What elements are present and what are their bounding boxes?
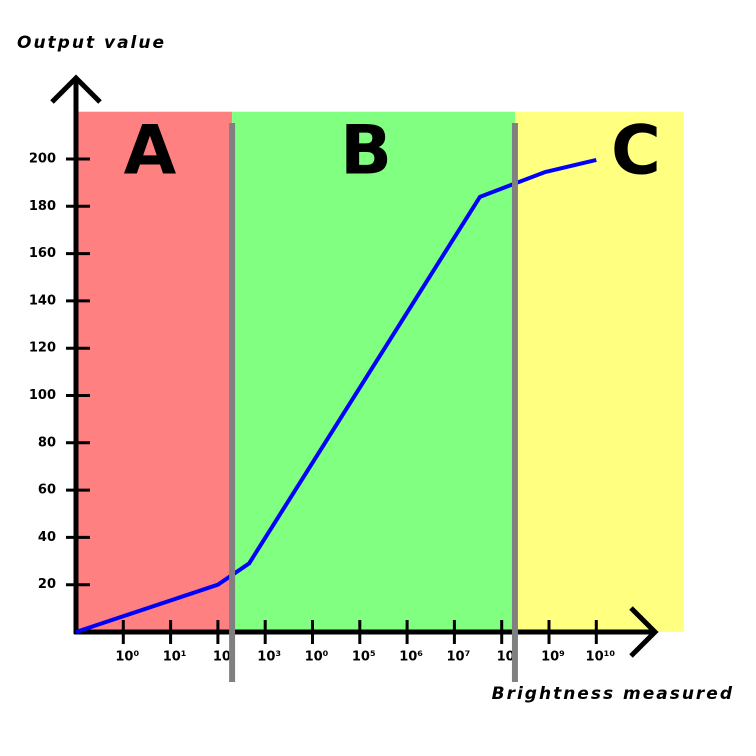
x-tick-label: 10¹: [163, 650, 187, 665]
regions: [76, 111, 684, 632]
x-tick-label: 10⁰: [305, 650, 329, 665]
x-tick-label: 10⁰: [115, 650, 139, 665]
y-axis-label: Output value: [17, 33, 166, 53]
x-axis-label: Brightness measured: [492, 684, 734, 704]
x-tick-label: 10⁶: [399, 650, 423, 665]
x-tick-label: 10: [497, 650, 515, 665]
y-tick-label: 60: [38, 483, 56, 498]
line: [75, 157, 597, 634]
y-tick-label: 160: [29, 246, 56, 261]
y-tick-label: 100: [29, 388, 56, 403]
region: [76, 111, 233, 632]
y-arrow: [50, 74, 102, 104]
y-tick-label: 80: [38, 435, 56, 450]
x-tick-label: 10⁵: [352, 650, 376, 665]
y-tick-label: 200: [29, 152, 56, 167]
x-tick-label: 10⁹: [541, 650, 565, 665]
region-label: B: [340, 112, 392, 191]
x-arrow: [629, 606, 659, 658]
x-tick-label: 10³: [257, 650, 281, 665]
x-tick-label: 10: [213, 650, 231, 665]
region-label: A: [124, 112, 177, 191]
y-tick-label: 180: [29, 199, 56, 214]
y-tick-label: 40: [38, 530, 56, 545]
region-label: C: [611, 112, 661, 191]
y-tick-label: 20: [38, 577, 56, 592]
region: [514, 111, 684, 632]
y-tick-label: 140: [29, 293, 56, 308]
x-tick-label: 10¹⁰: [586, 650, 616, 665]
x-tick-label: 10⁷: [447, 650, 471, 665]
y-tick-label: 120: [29, 341, 56, 356]
region: [232, 111, 515, 632]
